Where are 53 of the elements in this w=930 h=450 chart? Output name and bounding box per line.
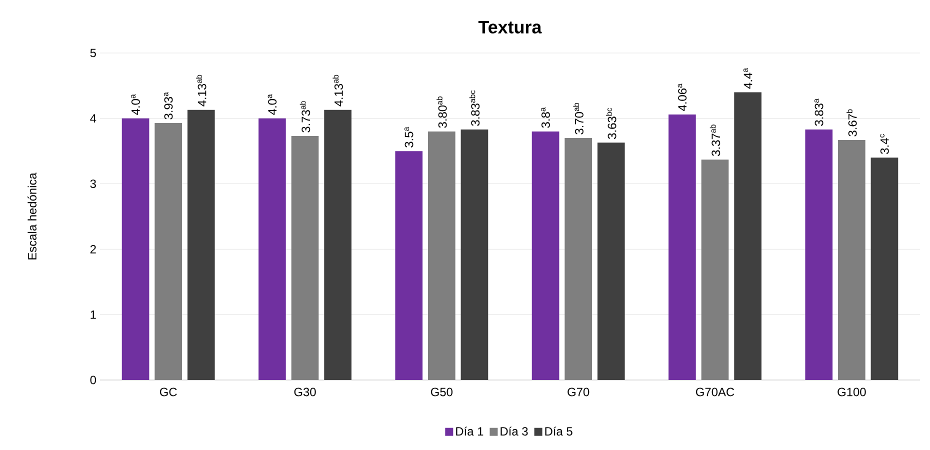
data-label: 4.0$^{a}$ (268, 94, 277, 115)
data-label: 3.70$^{ab}$ (573, 103, 584, 134)
bar (805, 130, 833, 380)
x-tick-label: GC (160, 388, 177, 396)
data-label: 4.4$^{a}$ (743, 68, 752, 89)
bar (187, 110, 215, 380)
data-label: 3.83$^{a}$ (814, 98, 824, 126)
data-label: 4.0$^{a}$ (131, 94, 140, 115)
data-label: 4.13$^{ab}$ (196, 74, 206, 106)
bar (122, 118, 150, 380)
data-label: 3.8$^{a}$ (541, 107, 550, 128)
x-tick-label: G50 (430, 388, 453, 396)
bar (291, 136, 319, 380)
legend-label: Día 3 (500, 426, 528, 436)
bar (395, 151, 423, 380)
data-label: 3.37$^{ab}$ (710, 124, 720, 156)
bar (324, 110, 352, 380)
bar (701, 160, 729, 380)
legend-label: Día 5 (545, 426, 572, 436)
bar (870, 158, 898, 380)
y-tick-label: 0 (90, 376, 96, 384)
bar (460, 130, 488, 380)
bar (258, 118, 286, 380)
bar (838, 140, 866, 380)
bar (532, 131, 560, 380)
data-label: 4.06$^{a}$ (678, 84, 687, 111)
data-label: 3.73$^{ab}$ (300, 101, 310, 132)
bar (428, 131, 456, 380)
x-tick-label: G100 (838, 388, 866, 396)
data-label: 3.83$^{abc}$ (469, 90, 480, 126)
data-label: 4.13$^{ab}$ (332, 74, 343, 106)
legend-label: Día 1 (456, 426, 484, 436)
x-tick-label: G70 (568, 388, 590, 396)
x-tick-label: G30 (294, 388, 316, 396)
data-label: 3.67$^{b}$ (846, 109, 857, 136)
y-tick-label: 4 (90, 114, 96, 123)
x-tick-label: G70AC (696, 388, 734, 396)
y-tick-label: 5 (90, 48, 96, 58)
bar (597, 142, 625, 380)
data-label: 3.4$^{c}$ (880, 134, 889, 154)
chart-title: Textura (478, 20, 542, 34)
data-label: 3.80$^{ab}$ (436, 96, 447, 128)
bar (564, 138, 592, 380)
y-tick-label: 1 (90, 310, 96, 319)
bar (668, 114, 696, 380)
bar (154, 122, 182, 380)
data-label: 3.63$^{bc}$ (606, 108, 616, 139)
data-label: 3.5$^{a}$ (404, 126, 414, 148)
bar (734, 92, 762, 380)
data-label: 3.93$^{a}$ (164, 92, 173, 120)
y-axis-title: Escala hedónica (28, 172, 36, 260)
y-tick-label: 2 (90, 245, 96, 254)
y-tick-label: 3 (90, 180, 96, 188)
